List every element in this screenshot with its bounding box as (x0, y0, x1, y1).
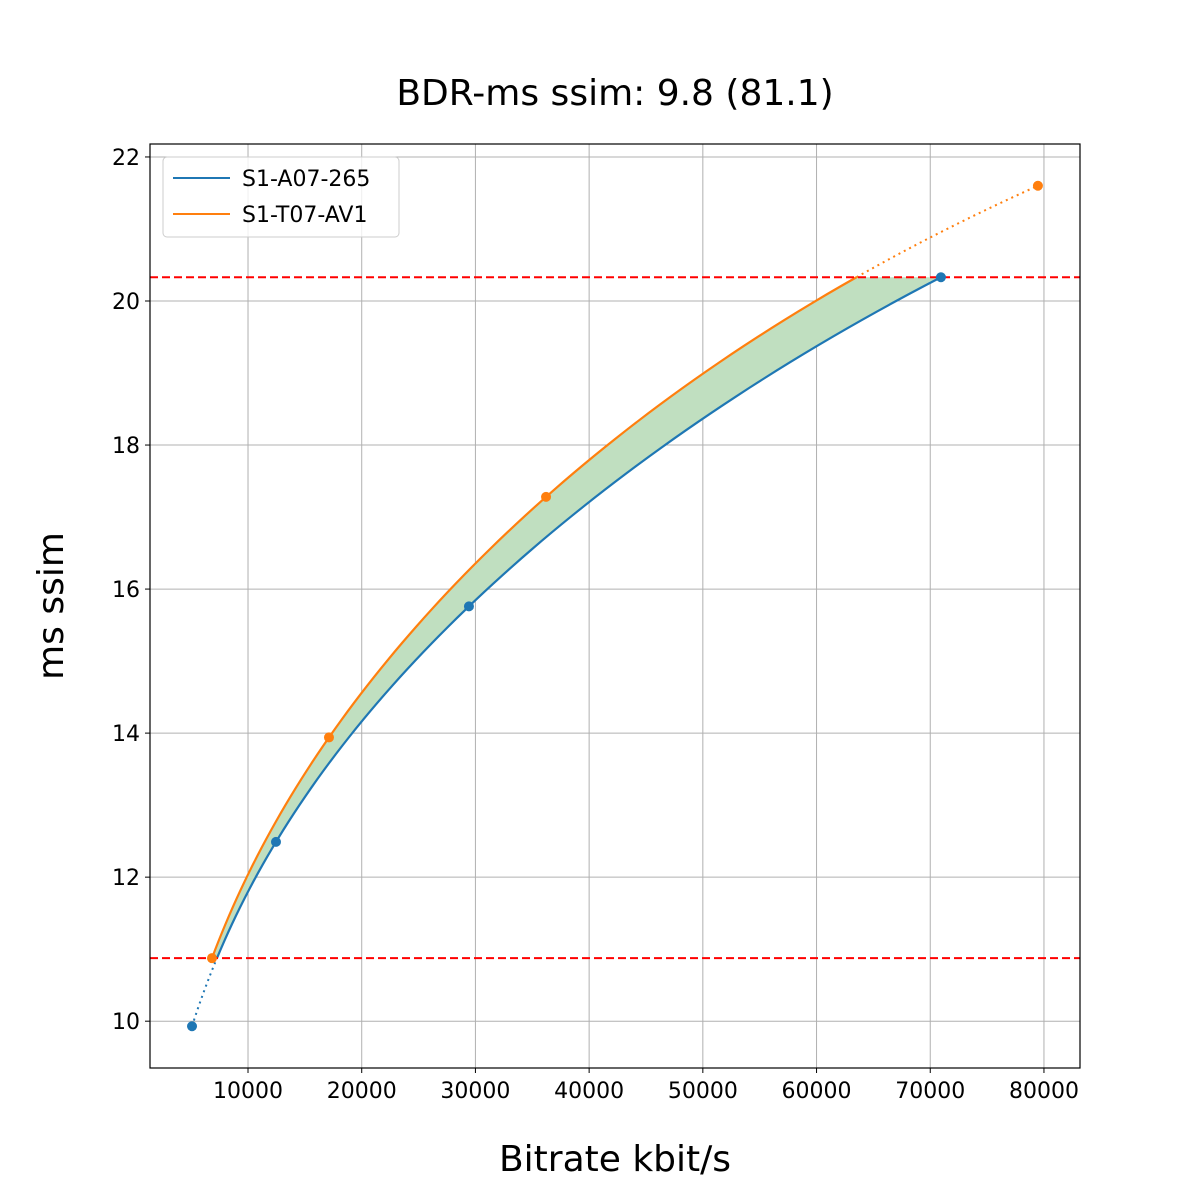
x-tick-label: 50000 (668, 1079, 738, 1104)
legend-label-s1-a07-265: S1-A07-265 (242, 167, 370, 192)
data-point-1 (323, 732, 334, 743)
y-tick-label: 10 (112, 1010, 140, 1035)
legend: S1-A07-265 S1-T07-AV1 (162, 156, 400, 238)
data-point-0 (187, 1021, 198, 1032)
y-tick-label: 20 (112, 290, 140, 315)
data-point-0 (270, 836, 281, 847)
series-extrapolation-0 (191, 957, 218, 1027)
x-tick-label: 10000 (213, 1079, 283, 1104)
y-tick-label: 22 (112, 146, 140, 171)
legend-label-s1-t07-av1: S1-T07-AV1 (242, 203, 367, 228)
x-tick-label: 60000 (782, 1079, 852, 1104)
y-tick-label: 14 (112, 722, 140, 747)
data-point-0 (935, 272, 946, 283)
y-tick-label: 18 (112, 434, 140, 459)
y-tick-label: 16 (112, 578, 140, 603)
x-tick-label: 80000 (1009, 1079, 1079, 1104)
y-axis-label: ms ssim (31, 532, 72, 680)
bd-area-fill (211, 277, 941, 959)
data-point-0 (463, 601, 474, 612)
x-tick-label: 20000 (327, 1079, 397, 1104)
y-tick-label: 12 (112, 866, 140, 891)
x-tick-label: 40000 (554, 1079, 624, 1104)
chart-title: BDR-ms ssim: 9.8 (81.1) (396, 73, 833, 114)
x-axis-label: Bitrate kbit/s (499, 1139, 731, 1180)
axes-frame (149, 143, 1081, 1069)
series-line-1 (210, 276, 858, 959)
data-point-1 (1032, 180, 1043, 191)
x-tick-label: 30000 (440, 1079, 510, 1104)
series-line-0 (215, 276, 942, 959)
x-tick-label: 70000 (895, 1079, 965, 1104)
data-point-1 (541, 491, 552, 502)
data-point-1 (206, 953, 217, 964)
ticks: 10000 20000 30000 40000 50000 60000 70000 80000… (112, 146, 1079, 1104)
series-extrapolation-1 (855, 184, 1039, 279)
grid (150, 144, 1080, 1068)
plot-area (150, 180, 1080, 1032)
